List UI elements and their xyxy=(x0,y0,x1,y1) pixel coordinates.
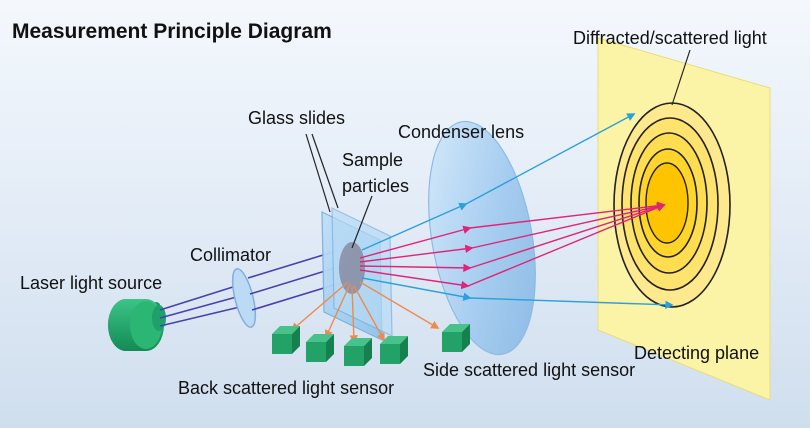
diffracted-leader xyxy=(671,49,691,106)
diffracted-label: Diffracted/scattered light xyxy=(573,28,767,48)
edge-rays xyxy=(361,113,674,309)
laser-label: Laser light source xyxy=(20,273,162,293)
condenser-lens xyxy=(428,120,536,356)
sensor-cubes xyxy=(272,324,470,366)
laser-beams xyxy=(159,285,245,327)
condenser-lens-label: Condenser lens xyxy=(398,122,524,142)
laser-light-source xyxy=(108,299,166,351)
back-sensor-label: Back scattered light sensor xyxy=(178,378,394,398)
sample-label-line2: particles xyxy=(342,176,409,196)
glass-slides-label: Glass slides xyxy=(248,108,345,128)
sample-particles xyxy=(339,242,365,294)
diffraction-rings xyxy=(613,102,731,308)
back-sensor-1 xyxy=(272,326,300,354)
collimator-label: Collimator xyxy=(190,245,271,265)
back-sensor-2 xyxy=(306,334,334,362)
sample-label-line1: Sample xyxy=(342,150,403,170)
glass-leaders xyxy=(305,133,373,249)
collimator-lens xyxy=(231,268,257,328)
back-sensor-3 xyxy=(344,338,372,366)
back-scatter-rays xyxy=(290,281,440,344)
side-sensor xyxy=(442,324,470,352)
diagram-title: Measurement Principle Diagram xyxy=(12,20,332,43)
side-sensor-label: Side scattered light sensor xyxy=(423,360,635,380)
back-sensor-4 xyxy=(380,336,408,364)
scatter-rays xyxy=(359,201,666,290)
detecting-plane-label: Detecting plane xyxy=(634,343,759,363)
